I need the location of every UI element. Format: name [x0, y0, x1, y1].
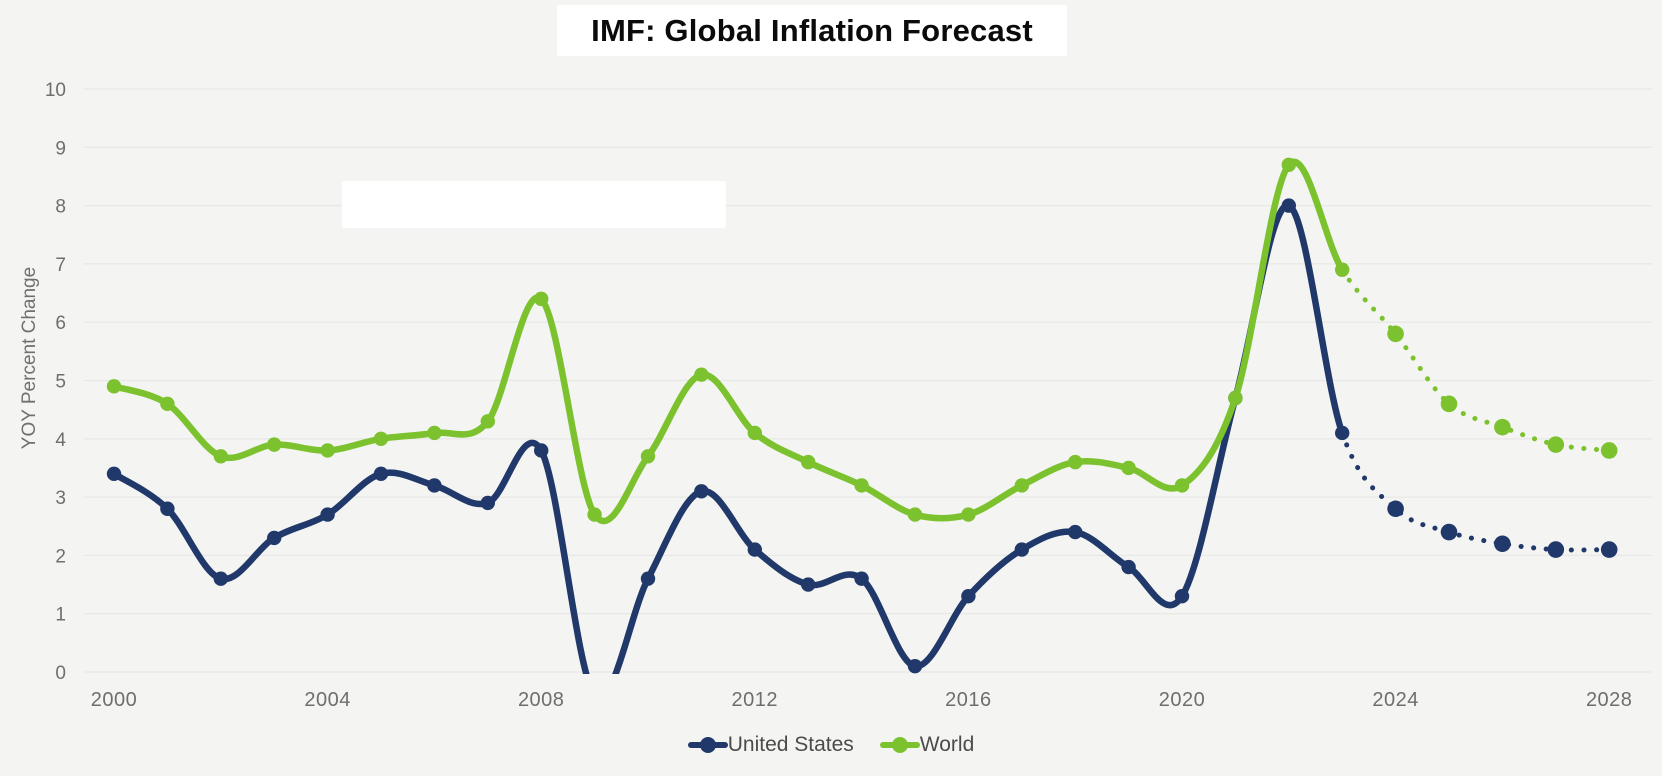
united-states-legend-marker-icon — [687, 737, 728, 753]
data-point — [961, 507, 976, 522]
series-line-solid — [110, 158, 1346, 525]
data-point — [1387, 325, 1404, 343]
data-point — [1494, 418, 1511, 436]
data-point — [640, 571, 656, 586]
y-tick-label: 6 — [55, 313, 66, 334]
legend-item-world[interactable]: World — [879, 733, 975, 757]
y-tick-label: 1 — [55, 605, 66, 626]
y-tick-label: 3 — [55, 488, 66, 509]
data-point — [1068, 454, 1083, 470]
data-point — [640, 449, 656, 464]
data-point — [267, 437, 282, 452]
y-tick-label: 9 — [55, 138, 66, 159]
data-point — [1600, 442, 1618, 459]
data-point — [320, 443, 335, 458]
legend-label: World — [919, 733, 975, 756]
y-tick-label: 4 — [55, 430, 66, 451]
data-point — [587, 507, 602, 522]
y-tick-label: 5 — [55, 372, 66, 393]
chart-title: IMF: Global Inflation Forecast — [591, 12, 1033, 48]
x-tick-label: 2024 — [1372, 689, 1419, 711]
data-point — [1547, 436, 1565, 453]
data-point — [427, 478, 442, 493]
data-point — [854, 571, 869, 586]
data-point — [1121, 559, 1136, 575]
y-tick-label: 0 — [55, 663, 66, 684]
data-point — [160, 501, 175, 516]
y-tick-label: 10 — [45, 80, 66, 101]
data-point — [106, 379, 122, 394]
data-point — [1014, 478, 1029, 493]
data-point — [747, 542, 762, 557]
x-tick-label: 2004 — [304, 689, 351, 711]
title-band: IMF: Global Inflation Forecast — [557, 5, 1067, 56]
data-point — [801, 454, 816, 470]
watermark-cover — [342, 181, 726, 228]
data-point — [106, 466, 122, 481]
x-tick-label: 2008 — [518, 689, 565, 711]
data-point — [1121, 460, 1136, 476]
data-point — [587, 688, 601, 702]
data-point — [1174, 478, 1190, 493]
x-tick-label: 2012 — [732, 689, 779, 711]
data-point — [1068, 524, 1083, 540]
data-point — [1014, 542, 1029, 557]
data-point — [907, 507, 923, 522]
data-point — [373, 431, 389, 446]
data-point — [1281, 198, 1297, 213]
series-line-forecast-dotted — [1339, 267, 1612, 453]
y-axis-label: YOY Percent Change — [19, 266, 40, 450]
data-point — [961, 589, 976, 604]
data-point — [1494, 535, 1511, 553]
data-point — [160, 396, 175, 412]
series-line-solid — [110, 202, 1346, 674]
data-point — [1335, 425, 1350, 441]
legend-item-united-states[interactable]: United States — [687, 733, 854, 757]
data-point — [534, 443, 549, 458]
data-point — [1228, 390, 1243, 406]
data-point — [1387, 500, 1404, 518]
data-point — [694, 484, 709, 499]
x-tick-label: 2028 — [1586, 689, 1633, 711]
data-point — [1335, 262, 1350, 277]
data-point — [1440, 395, 1458, 413]
data-point — [427, 425, 442, 441]
data-point — [1174, 589, 1190, 604]
data-point — [480, 414, 495, 429]
united-states-series — [106, 198, 1618, 702]
data-point — [907, 658, 923, 674]
world-legend-marker-icon — [879, 737, 920, 753]
data-point — [1600, 541, 1618, 558]
x-tick-label: 2000 — [91, 689, 138, 711]
data-point — [694, 367, 709, 382]
data-point — [1440, 523, 1458, 541]
x-tick-label: 2020 — [1159, 689, 1206, 711]
data-point — [480, 495, 495, 511]
data-point — [801, 577, 816, 592]
x-tick-label: 2016 — [945, 689, 992, 711]
data-point — [854, 478, 869, 493]
world-series — [106, 157, 1618, 525]
data-point — [213, 571, 228, 586]
legend-label: United States — [727, 733, 854, 756]
y-tick-label: 7 — [55, 255, 66, 276]
data-point — [747, 425, 762, 441]
series-line-forecast-dotted — [1339, 430, 1612, 553]
legend: United States World — [0, 727, 1662, 763]
data-point — [267, 530, 282, 546]
data-point — [373, 466, 389, 481]
y-tick-label: 8 — [55, 197, 66, 218]
data-point — [213, 449, 228, 464]
data-point — [320, 507, 335, 522]
y-tick-label: 2 — [55, 546, 66, 567]
data-point — [1547, 541, 1565, 558]
data-point — [1281, 157, 1297, 172]
data-point — [534, 291, 549, 307]
